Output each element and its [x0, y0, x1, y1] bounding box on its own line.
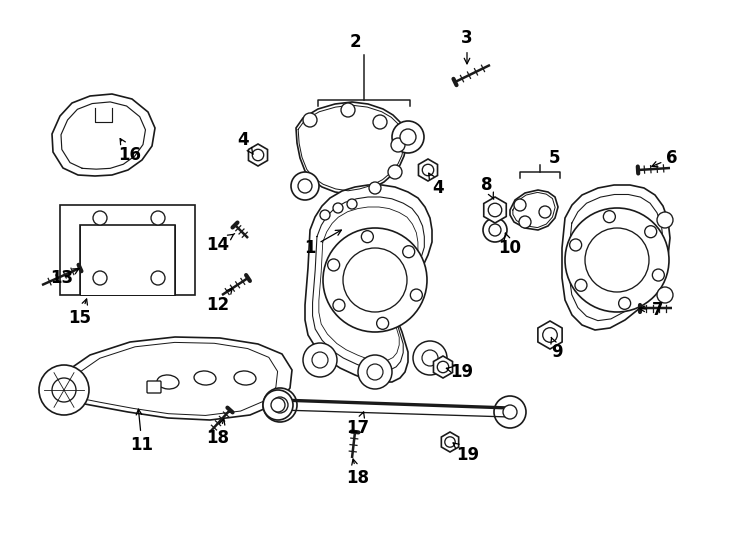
Ellipse shape [157, 375, 179, 389]
Circle shape [93, 271, 107, 285]
Circle shape [494, 396, 526, 428]
Text: 1: 1 [305, 230, 341, 257]
Circle shape [323, 228, 427, 332]
Circle shape [514, 199, 526, 211]
Circle shape [388, 165, 402, 179]
Circle shape [303, 113, 317, 127]
Ellipse shape [194, 371, 216, 385]
Text: 19: 19 [453, 443, 479, 464]
Circle shape [373, 115, 387, 129]
Text: 17: 17 [346, 412, 369, 437]
Circle shape [653, 269, 664, 281]
Circle shape [327, 259, 340, 271]
Circle shape [52, 378, 76, 402]
Circle shape [333, 203, 343, 213]
Circle shape [400, 129, 416, 145]
Circle shape [377, 318, 388, 329]
Circle shape [151, 211, 165, 225]
Text: 13: 13 [51, 268, 79, 287]
Circle shape [361, 231, 374, 242]
Text: 5: 5 [549, 149, 561, 167]
Circle shape [39, 365, 89, 415]
Polygon shape [484, 197, 506, 223]
Circle shape [422, 350, 438, 366]
Circle shape [93, 211, 107, 225]
Circle shape [392, 121, 424, 153]
Circle shape [343, 248, 407, 312]
Polygon shape [418, 159, 437, 181]
Text: 9: 9 [551, 338, 563, 361]
Circle shape [410, 289, 422, 301]
Circle shape [488, 203, 502, 217]
Polygon shape [441, 432, 459, 452]
Circle shape [575, 279, 587, 291]
Text: 14: 14 [206, 234, 235, 254]
Polygon shape [510, 190, 558, 230]
Polygon shape [538, 321, 562, 349]
Circle shape [391, 138, 405, 152]
Polygon shape [296, 102, 407, 194]
Circle shape [489, 224, 501, 236]
Text: 19: 19 [446, 363, 473, 381]
Circle shape [263, 388, 297, 422]
Text: 7: 7 [639, 301, 664, 319]
Ellipse shape [234, 371, 256, 385]
Text: 8: 8 [482, 176, 494, 199]
Circle shape [657, 212, 673, 228]
Circle shape [603, 211, 615, 222]
Polygon shape [52, 337, 292, 420]
Circle shape [271, 398, 285, 412]
Polygon shape [52, 94, 155, 176]
Circle shape [619, 298, 631, 309]
Polygon shape [249, 144, 267, 166]
Circle shape [291, 172, 319, 200]
Circle shape [570, 239, 581, 251]
Polygon shape [434, 356, 453, 378]
Circle shape [298, 179, 312, 193]
Text: 12: 12 [206, 288, 232, 314]
Circle shape [367, 364, 383, 380]
Polygon shape [60, 205, 195, 295]
Circle shape [341, 103, 355, 117]
Text: 16: 16 [118, 139, 142, 164]
Text: 2: 2 [349, 33, 361, 51]
Polygon shape [562, 185, 670, 330]
Text: 11: 11 [131, 409, 153, 454]
Text: 4: 4 [429, 173, 444, 197]
Circle shape [151, 271, 165, 285]
Circle shape [358, 355, 392, 389]
Circle shape [312, 352, 328, 368]
Circle shape [644, 226, 657, 238]
Circle shape [585, 228, 649, 292]
Text: 15: 15 [68, 299, 92, 327]
Circle shape [252, 149, 264, 161]
Circle shape [272, 397, 288, 413]
Text: 18: 18 [206, 419, 230, 447]
Circle shape [303, 343, 337, 377]
Circle shape [503, 405, 517, 419]
Circle shape [565, 208, 669, 312]
Text: 4: 4 [237, 131, 253, 154]
Circle shape [437, 361, 448, 373]
Circle shape [539, 206, 551, 218]
Text: 10: 10 [498, 233, 521, 257]
Circle shape [347, 199, 357, 209]
Circle shape [263, 390, 293, 420]
FancyBboxPatch shape [147, 381, 161, 393]
Circle shape [333, 299, 345, 311]
Circle shape [422, 164, 434, 176]
Text: 18: 18 [346, 459, 369, 487]
Text: 6: 6 [652, 149, 677, 167]
Circle shape [483, 218, 507, 242]
Circle shape [542, 328, 557, 342]
Circle shape [403, 246, 415, 258]
Circle shape [657, 287, 673, 303]
Circle shape [369, 182, 381, 194]
Circle shape [445, 437, 455, 447]
Circle shape [519, 216, 531, 228]
Circle shape [320, 210, 330, 220]
Polygon shape [305, 185, 432, 382]
Text: 3: 3 [461, 29, 473, 64]
Circle shape [413, 341, 447, 375]
